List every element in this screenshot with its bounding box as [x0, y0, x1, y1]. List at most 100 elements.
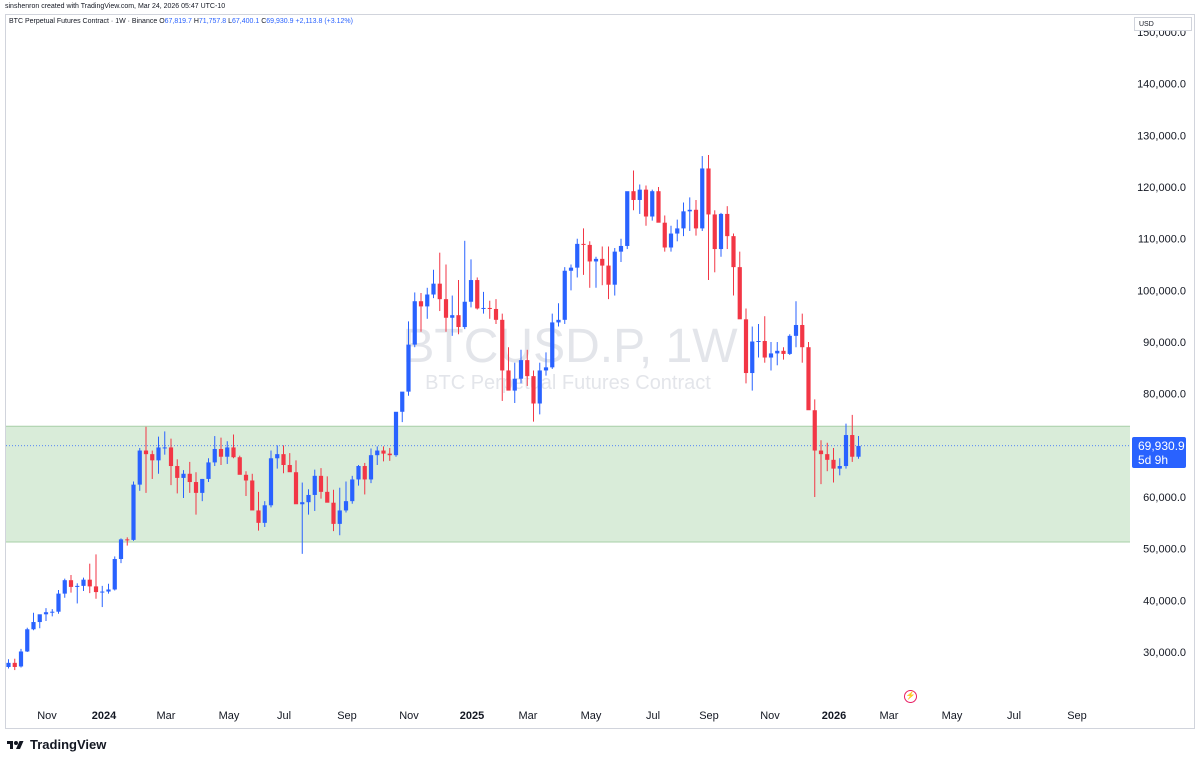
chart-frame: [5, 14, 1195, 729]
candle-body: [412, 301, 417, 345]
legend-high-label: H: [193, 18, 199, 25]
candle-body: [168, 447, 174, 467]
y-tick-label: 80,000.0: [1143, 389, 1186, 401]
legend-close: 69,930.9: [266, 18, 294, 25]
x-tick-label: Mar: [880, 710, 899, 722]
y-tick-label: 110,000.0: [1138, 234, 1186, 246]
candle-body: [550, 322, 555, 368]
candle-body: [143, 450, 149, 455]
x-tick-label: Sep: [699, 710, 719, 722]
candle-body: [450, 315, 455, 318]
x-tick-label: Jul: [277, 710, 291, 722]
candle-body: [300, 502, 305, 505]
candle-body: [725, 213, 730, 237]
candle-body: [525, 360, 530, 377]
candle-body: [106, 589, 111, 592]
candle-body: [387, 453, 392, 456]
candle-body: [487, 307, 492, 309]
candle-body: [68, 580, 74, 587]
candle-body: [500, 319, 505, 371]
candle-body: [681, 211, 686, 229]
candle-body: [706, 168, 711, 215]
candle-body: [762, 341, 767, 358]
tradingview-logo-icon: [7, 740, 24, 749]
candle-body: [406, 344, 411, 392]
candle-body: [206, 462, 211, 479]
candle-body: [18, 651, 24, 667]
candle-body: [218, 448, 224, 457]
candle-body: [425, 294, 430, 307]
candle-body: [243, 474, 249, 481]
candle-body: [431, 283, 436, 295]
y-tick-label: 60,000.0: [1143, 492, 1186, 504]
last-price-value: 69,930.9: [1138, 439, 1185, 453]
candle-body: [506, 370, 511, 391]
candle-body: [343, 501, 349, 511]
x-tick-label: Mar: [519, 710, 538, 722]
candle-body: [718, 213, 724, 250]
y-tick-label: 100,000.0: [1137, 285, 1186, 297]
x-tick-label: Nov: [399, 710, 419, 722]
candle-body: [237, 457, 242, 475]
candle-body: [87, 579, 92, 587]
currency-selector[interactable]: USD: [1134, 17, 1192, 31]
candle-body: [712, 214, 717, 250]
candle-body: [381, 450, 386, 454]
candle-body: [350, 479, 355, 502]
candle-body: [125, 539, 130, 541]
candle-body: [750, 341, 755, 374]
candle-body: [612, 251, 617, 285]
candle-body: [56, 593, 61, 612]
watermark-symbol: BTCUSD.P, 1W: [402, 320, 738, 373]
candle-body: [518, 360, 524, 379]
candle-body: [43, 612, 49, 615]
candle-body: [543, 367, 549, 371]
last-price-tag: 69,930.9 5d 9h: [1132, 437, 1186, 468]
candle-body: [481, 307, 486, 309]
candle-body: [281, 454, 286, 465]
candle-body: [212, 448, 217, 463]
candle-body: [375, 450, 380, 456]
candle-body: [50, 611, 55, 613]
x-tick-label: May: [942, 710, 963, 722]
x-tick-label: 2026: [822, 710, 846, 722]
legend-symbol: BTC Perpetual Futures Contract · 1W · Bi…: [9, 18, 158, 25]
candle-body: [743, 319, 749, 374]
legend-open-label: O: [159, 18, 165, 25]
events-bolt-icon[interactable]: ⚡: [904, 690, 917, 703]
candle-body: [675, 228, 680, 234]
candle-body: [268, 458, 274, 506]
candle-body: [356, 466, 361, 480]
candle-body: [456, 315, 461, 328]
candle-body: [825, 454, 830, 460]
candle-body: [262, 505, 267, 523]
x-tick-label: 2024: [92, 710, 117, 722]
y-tick-label: 120,000.0: [1137, 182, 1186, 194]
candle-body: [650, 191, 655, 217]
candle-body: [112, 559, 117, 590]
candle-body: [618, 245, 624, 252]
watermark-name: BTC Perpetual Futures Contract: [425, 372, 711, 394]
candle-body: [75, 585, 80, 587]
candle-body: [62, 580, 67, 594]
candle-body: [256, 510, 261, 523]
ohlc-legend: BTC Perpetual Futures Contract · 1W · Bi…: [9, 18, 353, 25]
y-tick-label: 40,000.0: [1143, 595, 1186, 607]
candle-body: [850, 435, 855, 457]
candle-body: [643, 189, 649, 217]
legend-change: +2,113.8 (+3.12%): [295, 18, 353, 25]
candle-body: [337, 510, 342, 524]
candle-body: [581, 243, 586, 245]
candle-body: [818, 450, 824, 455]
y-tick-label: 140,000.0: [1137, 79, 1186, 91]
x-tick-label: May: [581, 710, 602, 722]
legend-open: 67,819.7: [164, 18, 192, 25]
y-tick-label: 90,000.0: [1143, 337, 1186, 349]
candle-body: [331, 502, 336, 524]
candle-body: [6, 662, 11, 667]
candle-body: [275, 454, 280, 459]
candle-body: [562, 270, 567, 320]
candle-body: [225, 447, 230, 457]
candle-body: [393, 411, 399, 456]
